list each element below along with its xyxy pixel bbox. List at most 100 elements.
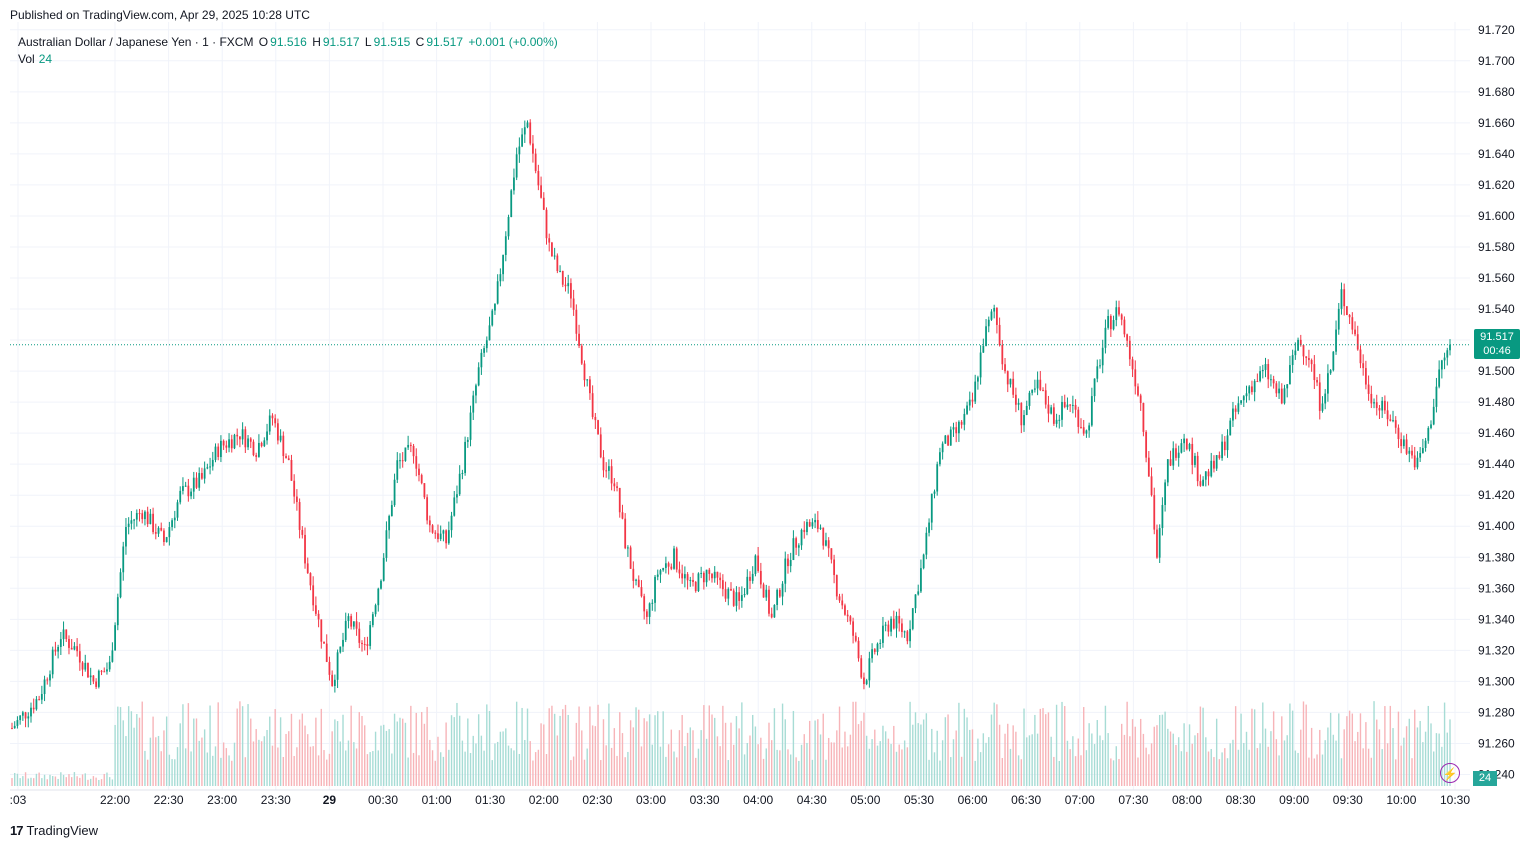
candle-body	[141, 513, 144, 520]
volume-bar	[1188, 724, 1191, 786]
volume-bar	[231, 760, 233, 786]
volume-bar	[643, 718, 645, 786]
candle-body	[1237, 403, 1240, 412]
candle-body	[282, 435, 285, 457]
candle-body	[1109, 316, 1112, 330]
candle-body	[835, 575, 838, 597]
candle-body	[371, 614, 374, 626]
candle-body	[184, 485, 187, 487]
candle-body	[504, 236, 507, 255]
candle-body	[1283, 388, 1286, 404]
volume-bar	[1272, 711, 1275, 786]
volume-bar	[277, 747, 279, 786]
candle-body	[480, 352, 483, 368]
candle-body	[1430, 424, 1432, 429]
volume-bar	[846, 746, 849, 786]
candle-body	[597, 420, 599, 435]
candle-body	[409, 444, 412, 446]
volume-bar	[1145, 747, 1147, 786]
volume-bar	[179, 723, 181, 786]
candle-body	[499, 274, 502, 282]
volume-bar	[133, 727, 135, 786]
candle-body	[1440, 360, 1443, 370]
candle-body	[483, 348, 485, 353]
volume-bar	[757, 744, 759, 786]
volume-bar	[735, 716, 738, 786]
candle-body	[1297, 339, 1299, 351]
candle-body	[570, 283, 572, 299]
candle-body	[751, 573, 754, 581]
candle-body	[1356, 334, 1359, 350]
price-axis[interactable]: 91.720 91.700 91.680 91.660 91.640 91.620 91.6…	[1478, 23, 1515, 782]
candle-body	[247, 438, 249, 448]
candle-body	[57, 646, 60, 652]
candle-body	[76, 646, 79, 652]
candle-body	[778, 589, 781, 597]
volume-bar	[1191, 743, 1193, 786]
candle-body	[130, 520, 133, 524]
volume-bar	[233, 742, 236, 786]
volume-bar	[271, 745, 274, 786]
volume-bar	[1234, 706, 1237, 786]
candle-body	[678, 569, 681, 574]
candle-body	[1232, 408, 1234, 421]
volume-bar	[610, 747, 613, 786]
candle-body	[982, 345, 985, 353]
volume-bar	[1099, 735, 1101, 786]
volume-bar	[1015, 731, 1017, 786]
candle-body	[1267, 364, 1270, 380]
volume-bar	[377, 750, 379, 786]
candle-body	[314, 605, 317, 614]
volume-bar	[521, 707, 523, 786]
candle-body	[163, 530, 165, 543]
volume-bar	[475, 743, 477, 786]
volume-bar	[103, 773, 105, 786]
candle-body	[995, 307, 998, 325]
footer-brand[interactable]: TradingView	[26, 823, 99, 838]
candle-body	[914, 594, 917, 609]
volume-bar	[320, 708, 323, 786]
candle-body	[890, 618, 892, 632]
volume-bar	[1443, 702, 1446, 786]
candle-body	[743, 594, 746, 596]
volume-bar	[591, 725, 594, 786]
candle-body	[442, 530, 445, 534]
candle-body	[892, 618, 895, 629]
candle-body	[939, 452, 941, 465]
volume-label[interactable]: Vol	[18, 52, 35, 66]
candle-body	[258, 442, 260, 457]
volume-bar	[195, 718, 198, 786]
volume-bar	[1283, 740, 1286, 786]
candle-body	[784, 558, 787, 584]
candle-body	[1107, 316, 1110, 328]
volume-bar	[1270, 731, 1272, 786]
volume-bar	[41, 778, 43, 786]
volume-bar	[89, 778, 92, 786]
volume-bar	[600, 760, 602, 786]
candle-body	[990, 311, 993, 320]
candle-body	[906, 631, 909, 642]
candle-body	[1164, 482, 1167, 505]
candle-body	[252, 441, 255, 456]
symbol-name[interactable]: Australian Dollar / Japanese Yen · 1 · F…	[18, 35, 254, 49]
candle-body	[762, 584, 765, 598]
volume-bar	[1329, 712, 1332, 786]
volume-bar	[301, 713, 304, 786]
volume-bar	[187, 703, 190, 786]
candle-body	[681, 573, 684, 579]
volume-bar	[347, 740, 350, 786]
candle-body	[1080, 426, 1082, 428]
volume-bar	[1354, 741, 1356, 786]
time-tick-label: 01:30	[475, 793, 505, 807]
candle-body	[309, 573, 312, 586]
candle-body	[572, 298, 575, 310]
volume-bar	[336, 721, 339, 786]
volume-bar	[203, 729, 206, 786]
volume-bar	[624, 757, 626, 786]
lightning-bolt-icon[interactable]: ⚡	[1440, 763, 1460, 783]
time-axis[interactable]: :03 22:00 22:30 23:00 23:30 29 00:30 01:00 01:30…	[10, 793, 1471, 807]
candle-body	[759, 570, 762, 585]
volume-bar	[46, 779, 48, 786]
candle-body	[895, 615, 898, 629]
